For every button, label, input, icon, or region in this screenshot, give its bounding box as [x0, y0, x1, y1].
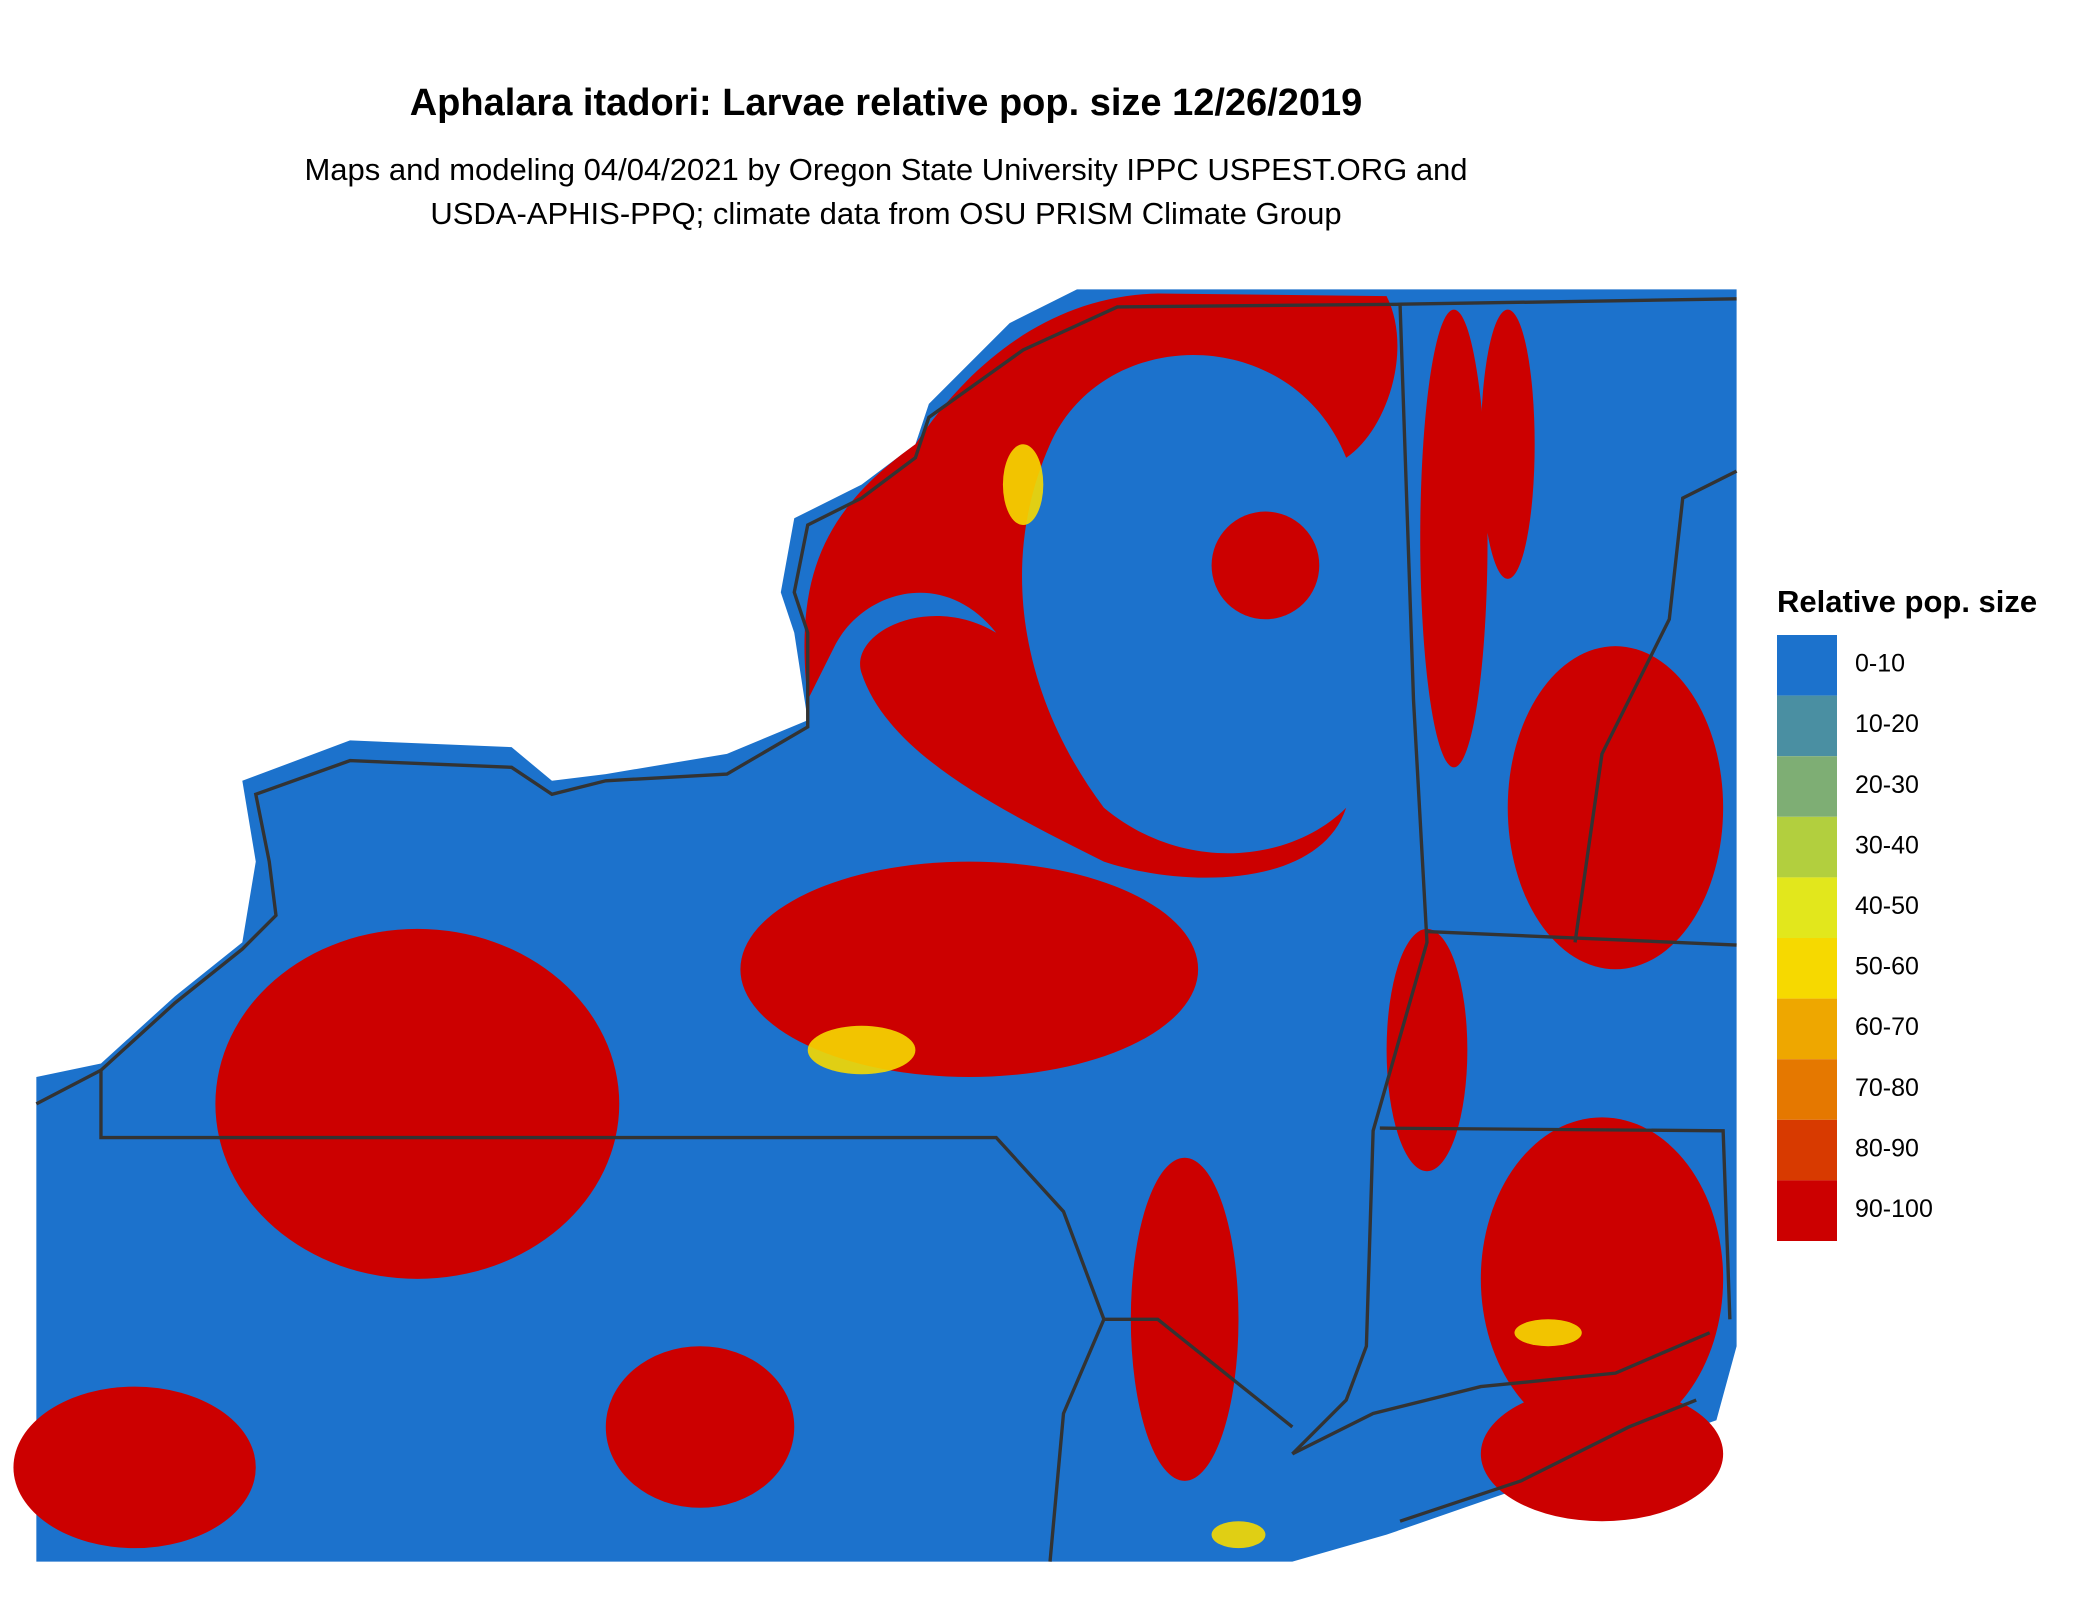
legend-swatch [1777, 816, 1837, 878]
legend-swatch [1777, 1180, 1837, 1241]
legend-label: 90-100 [1855, 1195, 1933, 1223]
legend-label: 10-20 [1855, 710, 1919, 738]
risk-areas [13, 293, 1724, 1549]
legend: 0-10 10-20 20-30 30-40 40-50 50-60 60-70 70-80 8… [1777, 635, 1933, 1241]
map [13, 289, 1738, 1562]
legend-swatch [1777, 756, 1837, 817]
legend-swatch [1777, 1119, 1837, 1181]
subtitle-line: Maps and modeling 04/04/2021 by Oregon S… [304, 152, 1467, 187]
legend-label: 70-80 [1855, 1074, 1919, 1102]
legend-title: Relative pop. size [1777, 584, 2037, 619]
legend-swatch [1777, 695, 1837, 757]
legend-label: 40-50 [1855, 892, 1919, 920]
legend-label: 20-30 [1855, 771, 1919, 799]
state-borders [35, 297, 1738, 1562]
legend-swatch [1777, 938, 1837, 999]
title: Aphalara itadori: Larvae relative pop. s… [410, 82, 1363, 124]
legend-swatch [1777, 877, 1837, 938]
legend-label: 80-90 [1855, 1134, 1919, 1162]
legend-swatch [1777, 1059, 1837, 1120]
legend-label: 0-10 [1855, 650, 1905, 678]
subtitle-line: USDA-APHIS-PPQ; climate data from OSU PR… [430, 196, 1341, 231]
legend-label: 30-40 [1855, 831, 1919, 859]
legend-swatch [1777, 998, 1837, 1060]
mid-areas [807, 444, 1582, 1549]
legend-label: 50-60 [1855, 953, 1919, 981]
legend-swatch [1777, 635, 1837, 696]
legend-label: 60-70 [1855, 1013, 1919, 1041]
